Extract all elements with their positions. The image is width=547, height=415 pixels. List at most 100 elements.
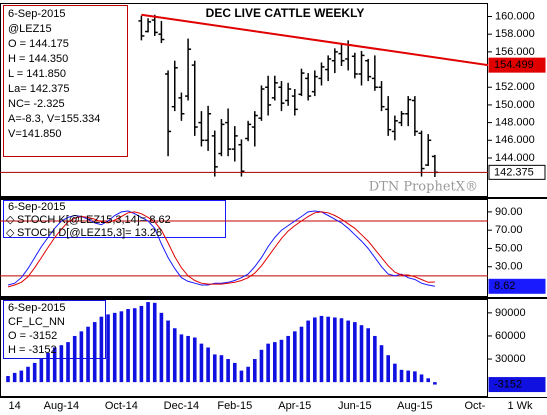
cot-tag: -3152 <box>494 378 522 390</box>
legend-marker: ◇ <box>6 227 15 239</box>
bar <box>132 308 137 383</box>
bar <box>386 355 390 383</box>
bar <box>86 326 90 383</box>
bar <box>413 371 417 383</box>
info-box <box>3 5 128 157</box>
y-tick-label: 30.00 <box>495 261 523 273</box>
bar <box>366 328 370 383</box>
watermark: DTN ProphetX® <box>369 180 478 195</box>
legend-entry: STOCH K[@LEZ15,3,14]= 8.62 <box>17 214 171 226</box>
y-tick-label: 158.000 <box>495 28 535 40</box>
legend-marker: ◇ <box>6 214 15 226</box>
info-alert-line: V=141.850 <box>8 128 62 140</box>
bar <box>199 343 204 383</box>
bar <box>399 369 404 383</box>
bar <box>279 339 284 383</box>
info-line: 6-Sep-2015 <box>8 8 66 20</box>
x-tick-label: Feb-15 <box>217 400 252 412</box>
bar <box>39 359 44 383</box>
bar <box>12 372 17 383</box>
trendline-tag: 154.499 <box>494 59 534 71</box>
bar <box>266 343 270 383</box>
bar <box>46 352 50 383</box>
bar <box>252 359 257 383</box>
legend-line: O = -3152 <box>8 330 57 342</box>
stoch-line <box>7 210 435 287</box>
bar <box>26 366 30 383</box>
y-tick-label: 90000 <box>495 307 526 319</box>
y-tick-label: 146.000 <box>495 134 535 146</box>
chart-title: DEC LIVE CATTLE WEEKLY <box>206 6 365 20</box>
info-line: @LEZ15 <box>8 23 52 35</box>
y-tick-label: 148.000 <box>495 117 535 129</box>
bar <box>19 370 24 383</box>
bar <box>286 335 290 383</box>
bar <box>232 362 237 383</box>
bar <box>79 331 84 383</box>
y-tick-label: 150.000 <box>495 99 535 111</box>
plot-layer <box>0 13 488 385</box>
bar <box>299 326 304 383</box>
bar <box>259 349 264 383</box>
bar <box>346 320 350 383</box>
bar <box>293 331 297 383</box>
bar <box>379 345 384 383</box>
bar <box>192 337 197 383</box>
legend-entry: STOCH D[@LEZ15,3]= 13.28 <box>17 227 162 239</box>
y-tick-label: 60000 <box>495 330 526 342</box>
last-price-tag: 142.375 <box>494 166 534 178</box>
x-tick-label: Apr-15 <box>278 400 311 412</box>
bar <box>72 335 77 383</box>
x-tick-label: Aug-14 <box>44 400 79 412</box>
bar <box>393 363 397 383</box>
bar <box>179 334 184 383</box>
trendline-tag-bg <box>488 57 546 73</box>
x-tick-label: Dec-14 <box>164 400 199 412</box>
stoch-tag-bg <box>488 278 546 294</box>
bar <box>406 370 410 383</box>
bar <box>92 322 97 383</box>
cot-tag-bg <box>488 377 546 393</box>
legend-line: H = -3152 <box>8 344 57 356</box>
bar <box>433 382 437 385</box>
bar <box>359 325 364 383</box>
y-tick-label: 156.000 <box>495 46 535 58</box>
y-tick-label: 144.000 <box>495 152 535 164</box>
bar <box>139 305 144 383</box>
interval-label: 1 Wk <box>507 400 533 412</box>
bar <box>339 318 344 383</box>
y-tick-label: 90.00 <box>495 206 523 218</box>
y-tick-label: 50.00 <box>495 242 523 254</box>
bar <box>172 328 177 383</box>
info-line: La= 142.375 <box>8 83 69 95</box>
bar <box>59 345 64 383</box>
bar <box>319 315 324 383</box>
info-line: O = 144.175 <box>8 38 69 50</box>
x-tick-label: 14 <box>9 400 21 412</box>
bar <box>419 374 424 383</box>
bar <box>273 342 277 383</box>
trendline <box>141 13 488 67</box>
y-tick-label: 70.00 <box>495 224 523 236</box>
bar <box>353 322 357 383</box>
stoch-panel-frame <box>0 199 488 297</box>
bar <box>326 316 330 383</box>
y-tick-label: 152.000 <box>495 81 535 93</box>
bar <box>212 354 217 383</box>
bar <box>112 312 117 383</box>
bar <box>306 320 310 383</box>
price-panel-frame <box>0 3 488 197</box>
bar <box>6 375 10 383</box>
bar <box>32 362 37 383</box>
y-tick-label: 30000 <box>495 353 526 365</box>
bar <box>373 335 377 383</box>
stoch-tag: 8.62 <box>494 280 515 292</box>
bar <box>226 359 230 383</box>
bar <box>66 342 70 383</box>
y-tick-label: 160.000 <box>495 10 535 22</box>
last-price-tag-bg <box>488 164 546 180</box>
x-tick-label: Jun-15 <box>338 400 372 412</box>
info-alert-line: A=-8.3, V=155.334 <box>8 113 100 125</box>
legend-date: 6-Sep-2015 <box>8 201 66 213</box>
